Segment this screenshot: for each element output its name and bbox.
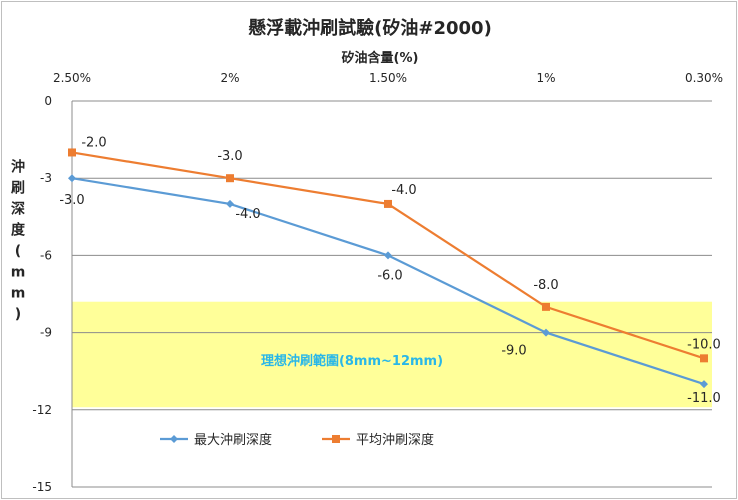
data-label: -2.0 [81, 135, 106, 150]
legend-label: 平均沖刷深度 [356, 432, 434, 448]
data-point [384, 199, 392, 208]
data-point [700, 354, 708, 363]
data-label: -4.0 [391, 183, 416, 198]
data-point [226, 174, 234, 183]
y-tick-label: 0 [44, 94, 52, 108]
y-tick-label: -9 [40, 326, 52, 340]
data-labels: -3.0 -4.0 -6.0 -9.0 -11.0 -2.0 -3.0 -4.0 -8.0 -10… [59, 135, 721, 406]
data-label: -3.0 [217, 149, 242, 164]
y-tick-label: -6 [40, 248, 52, 262]
axes: 0 -3 -6 -9 -12 -15 2.50% 2% 1.50% 1% 0.30% [32, 71, 723, 494]
series-layer [68, 148, 708, 389]
x-tick-label: 0.30% [685, 71, 723, 85]
data-point [700, 380, 708, 389]
data-label: -3.0 [59, 193, 84, 208]
y-tick-label: -15 [32, 480, 52, 494]
chart-title: 懸浮載沖刷試驗(矽油#2000) [248, 17, 492, 39]
x-tick-label: 1% [536, 71, 555, 85]
ideal-range-label: 理想沖刷範圍(8mm~12mm) [261, 353, 443, 369]
data-label: -9.0 [501, 344, 526, 359]
legend: 最大沖刷深度 平均沖刷深度 [160, 432, 434, 448]
gridlines [72, 100, 712, 488]
y-tick-label: -12 [32, 403, 52, 417]
x-tick-label: 2% [220, 71, 239, 85]
data-point [226, 199, 234, 208]
data-label: -6.0 [377, 268, 402, 283]
legend-marker [332, 435, 340, 443]
data-label: -4.0 [235, 207, 260, 222]
x-tick-label: 1.50% [369, 71, 407, 85]
data-point [384, 251, 392, 260]
x-axis-title: 矽油含量(%) [342, 50, 419, 66]
data-point [542, 302, 550, 311]
data-point [542, 328, 550, 337]
y-tick-label: -3 [40, 171, 52, 185]
ideal-range-band [72, 301, 712, 408]
legend-marker [170, 435, 178, 443]
ideal-range-band-layer: 理想沖刷範圍(8mm~12mm) [72, 301, 712, 408]
legend-label: 最大沖刷深度 [194, 432, 272, 448]
data-label: -10.0 [687, 337, 721, 352]
y-axis-title: 沖刷深度(m m) [11, 159, 26, 323]
data-label: -8.0 [533, 278, 558, 293]
data-point [68, 174, 76, 183]
x-tick-label: 2.50% [53, 71, 91, 85]
data-label: -11.0 [687, 391, 721, 406]
data-point [68, 148, 76, 157]
